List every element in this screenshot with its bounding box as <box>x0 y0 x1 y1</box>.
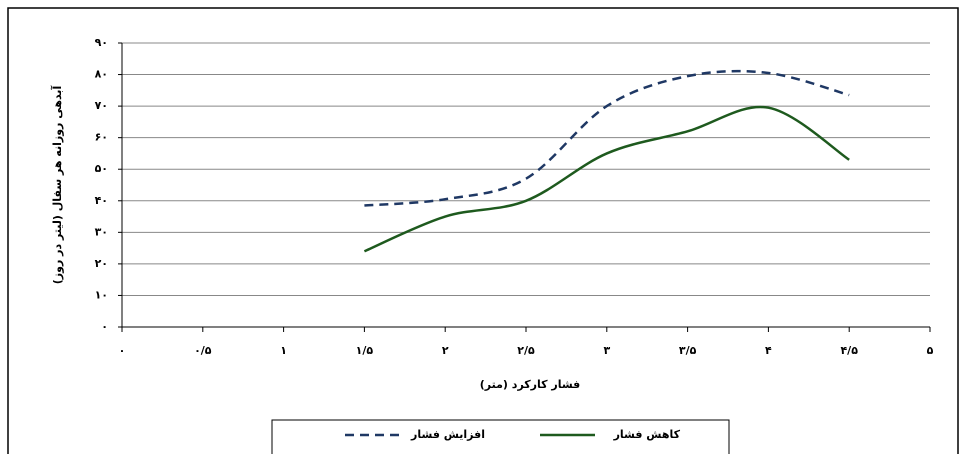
x-tick-label: ۱/۵ <box>356 344 374 357</box>
x-tick-label: ۴/۵ <box>840 344 858 357</box>
x-tick-label: ۴ <box>765 344 772 357</box>
y-tick-label: ۳۰ <box>95 225 108 238</box>
x-tick-label: ۵ <box>927 344 934 357</box>
x-tick-label: ۳ <box>603 344 610 357</box>
y-tick-label: ۶۰ <box>95 131 108 144</box>
x-tick-label: ۰/۵ <box>194 344 212 357</box>
legend-label: افزایش فشار <box>410 428 485 441</box>
x-tick-label: ۲/۵ <box>517 344 535 357</box>
legend-box <box>271 419 730 454</box>
y-tick-label: ۴۰ <box>95 194 108 207</box>
x-tick-label: ۱ <box>280 344 287 357</box>
x-tick-label: ۰ <box>119 344 126 357</box>
x-axis-title: فشار کارکرد (متر) <box>480 378 580 391</box>
series-line <box>364 69 850 207</box>
legend-label: کاهش فشار <box>613 428 681 441</box>
y-tick-label: ۷۰ <box>95 99 108 112</box>
chart-border <box>7 7 959 454</box>
y-tick-label: ۹۰ <box>95 36 108 49</box>
y-tick-label: ۲۰ <box>95 257 108 270</box>
y-tick-label: ۱۰ <box>95 288 108 301</box>
x-tick-label: ۳/۵ <box>679 344 697 357</box>
series-line <box>363 105 850 253</box>
y-tick-label: ۰ <box>101 320 108 333</box>
y-tick-label: ۸۰ <box>95 68 108 81</box>
y-tick-label: ۵۰ <box>95 162 108 175</box>
y-axis-title: آبدهی روزانه هر سفال (لیتر در روز) <box>50 86 64 285</box>
x-tick-label: ۲ <box>442 344 449 357</box>
